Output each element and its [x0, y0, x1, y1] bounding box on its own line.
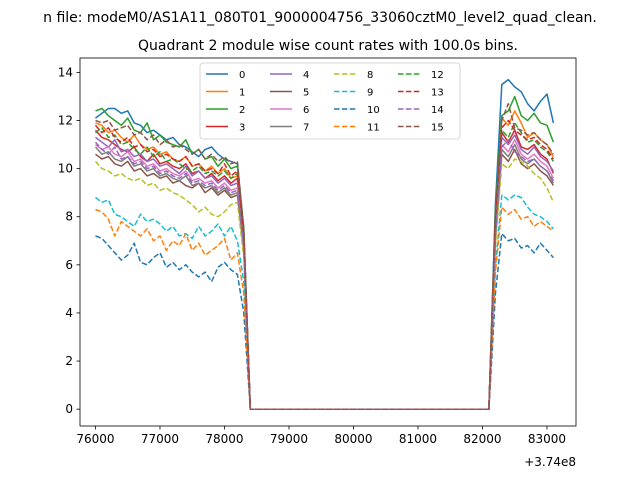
legend-label-14: 14: [431, 105, 444, 116]
legend-label-8: 8: [367, 70, 373, 81]
series-line-8: [94, 158, 555, 410]
y-tick-label: 14: [58, 65, 73, 79]
series-line-7: [94, 143, 555, 410]
series-line-15: [95, 102, 555, 410]
x-tick-label: 76000: [76, 432, 114, 446]
x-tick-label: 83000: [528, 432, 566, 446]
y-tick-label: 10: [58, 162, 73, 176]
legend-label-0: 0: [239, 70, 245, 81]
y-tick-label: 12: [58, 114, 73, 128]
chart-title: Quadrant 2 module wise count rates with …: [138, 38, 518, 54]
plot-area: [79, 57, 577, 427]
legend-label-11: 11: [367, 123, 380, 134]
legend-label-12: 12: [431, 70, 444, 81]
series-line-11: [95, 206, 554, 410]
x-tick-label: 82000: [463, 432, 501, 446]
y-tick-label: 6: [65, 258, 73, 272]
chart-suptitle: n file: modeM0/AS1A11_080T01_9000004756_…: [43, 10, 597, 26]
series-line-6: [95, 139, 555, 410]
x-tick-label: 78000: [205, 432, 243, 446]
legend-box: [199, 62, 461, 140]
y-axis: 0 2 4 6 8 10 12 14: [58, 65, 80, 416]
legend-label-13: 13: [431, 88, 444, 99]
series-line-14: [94, 139, 555, 410]
x-tick-label: 77000: [141, 432, 179, 446]
series-line-9: [95, 194, 554, 410]
legend-label-3: 3: [239, 123, 245, 134]
y-tick-label: 8: [65, 210, 73, 224]
plot-frame: [79, 57, 577, 427]
series-line-1: [95, 110, 555, 410]
legend-label-2: 2: [239, 105, 245, 116]
legend-label-1: 1: [239, 88, 245, 99]
y-tick-label: 4: [65, 306, 73, 320]
series-line-12: [95, 122, 555, 410]
y-tick-label: 2: [65, 354, 73, 368]
x-tick-label: 79000: [270, 432, 308, 446]
legend-label-10: 10: [367, 105, 380, 116]
legend-label-15: 15: [431, 123, 444, 134]
legend-label-4: 4: [303, 70, 309, 81]
x-tick-label: 80000: [334, 432, 372, 446]
x-axis: 76000 77000 78000 79000 80000 81000 82000 83000: [76, 426, 566, 446]
legend-label-9: 9: [367, 88, 373, 99]
legend-label-7: 7: [303, 123, 309, 134]
x-offset-label: +3.74e8: [524, 455, 576, 469]
series-lines: [94, 78, 555, 410]
series-line-13: [94, 119, 555, 410]
series-line-2: [95, 95, 555, 410]
y-tick-label: 0: [65, 402, 73, 416]
series-line-10: [95, 232, 554, 410]
x-tick-label: 81000: [399, 432, 437, 446]
legend-label-6: 6: [303, 105, 309, 116]
legend-label-5: 5: [303, 88, 309, 99]
